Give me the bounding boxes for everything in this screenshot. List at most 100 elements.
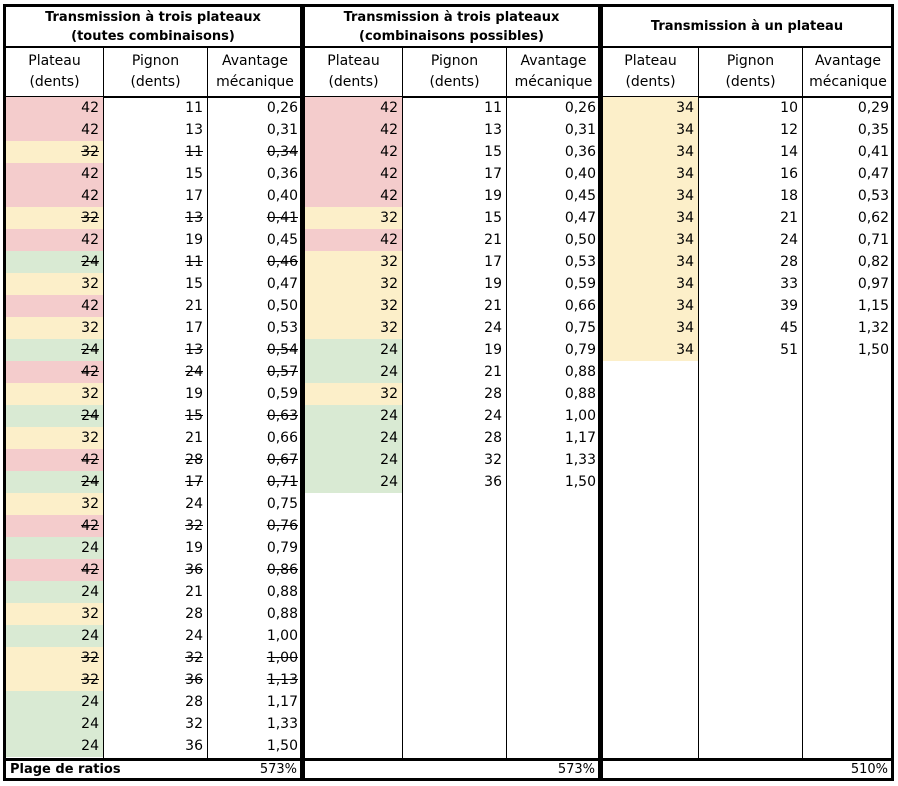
cell-avantage: 0,88 bbox=[266, 584, 298, 600]
cell-plateau: 24 bbox=[6, 625, 103, 647]
cell-plateau: 42 bbox=[6, 449, 103, 471]
cell-pignon: 15 bbox=[484, 144, 502, 160]
cell-avantage: 0,62 bbox=[857, 210, 889, 226]
cell-avantage: 0,66 bbox=[266, 430, 298, 446]
cell-avantage: 0,88 bbox=[564, 386, 596, 402]
cell-plateau: 34 bbox=[603, 207, 698, 229]
cell-pignon: 19 bbox=[484, 342, 502, 358]
cell-plateau: 42 bbox=[305, 97, 402, 119]
cell-plateau: 32 bbox=[305, 207, 402, 229]
cell-pignon: 24 bbox=[185, 628, 203, 644]
cell-avantage: 1,00 bbox=[266, 628, 298, 644]
section-title: Transmission à trois plateaux (toutes com… bbox=[6, 7, 300, 48]
header-plateau: Plateau (dents) bbox=[305, 48, 402, 98]
cell-plateau: 42 bbox=[6, 185, 103, 207]
cell-pignon: 36 bbox=[185, 672, 203, 688]
cell-pignon: 15 bbox=[185, 166, 203, 182]
ratio-range-value: 510% bbox=[850, 762, 888, 777]
header-line1: Avantage bbox=[221, 53, 289, 69]
cell-pignon: 28 bbox=[185, 606, 203, 622]
ratio-range-value: 573% bbox=[259, 762, 297, 777]
cell-pignon: 15 bbox=[484, 210, 502, 226]
section-title-line2: (toutes combinaisons) bbox=[71, 28, 235, 44]
header-line2: (dents) bbox=[625, 74, 676, 90]
header-line2: (dents) bbox=[725, 74, 776, 90]
cell-avantage: 0,59 bbox=[564, 276, 596, 292]
cell-pignon: 24 bbox=[780, 232, 798, 248]
cell-pignon: 21 bbox=[185, 584, 203, 600]
cell-avantage: 0,50 bbox=[266, 298, 298, 314]
cell-avantage: 0,26 bbox=[266, 100, 298, 116]
cell-pignon: 33 bbox=[780, 276, 798, 292]
header-line1: Avantage bbox=[814, 53, 882, 69]
cell-pignon: 32 bbox=[185, 650, 203, 666]
cell-avantage: 0,26 bbox=[564, 100, 596, 116]
cell-plateau: 24 bbox=[6, 713, 103, 735]
section-title-line2: (combinaisons possibles) bbox=[359, 28, 544, 44]
cell-pignon: 11 bbox=[185, 254, 203, 270]
cell-avantage: 1,13 bbox=[266, 672, 298, 688]
cell-plateau: 34 bbox=[603, 251, 698, 273]
cell-plateau: 32 bbox=[6, 141, 103, 163]
cell-pignon: 19 bbox=[484, 276, 502, 292]
cell-avantage: 0,41 bbox=[266, 210, 298, 226]
cell-pignon: 17 bbox=[484, 254, 502, 270]
cell-avantage: 0,40 bbox=[564, 166, 596, 182]
cell-pignon: 36 bbox=[484, 474, 502, 490]
cell-avantage: 0,45 bbox=[266, 232, 298, 248]
cell-avantage: 1,33 bbox=[266, 716, 298, 732]
cell-pignon: 19 bbox=[185, 540, 203, 556]
cell-avantage: 0,75 bbox=[564, 320, 596, 336]
cell-avantage: 0,47 bbox=[857, 166, 889, 182]
header-line2: (dents) bbox=[429, 74, 480, 90]
cell-pignon: 28 bbox=[780, 254, 798, 270]
cell-plateau: 34 bbox=[603, 339, 698, 361]
cell-plateau: 32 bbox=[6, 669, 103, 691]
cell-plateau: 34 bbox=[603, 97, 698, 119]
header-line1: Avantage bbox=[520, 53, 587, 69]
cell-pignon: 21 bbox=[484, 232, 502, 248]
cell-avantage: 0,46 bbox=[266, 254, 298, 270]
cell-avantage: 0,57 bbox=[266, 364, 298, 380]
column-divider bbox=[207, 48, 208, 758]
ratio-range-value: 573% bbox=[557, 762, 595, 777]
cell-avantage: 0,79 bbox=[564, 342, 596, 358]
cell-pignon: 17 bbox=[484, 166, 502, 182]
cell-plateau: 24 bbox=[305, 427, 402, 449]
cell-avantage: 0,79 bbox=[266, 540, 298, 556]
header-pignon: Pignon (dents) bbox=[403, 48, 506, 98]
cell-pignon: 39 bbox=[780, 298, 798, 314]
cell-avantage: 0,47 bbox=[564, 210, 596, 226]
cell-pignon: 13 bbox=[185, 122, 203, 138]
cell-pignon: 51 bbox=[780, 342, 798, 358]
cell-plateau: 24 bbox=[305, 405, 402, 427]
cell-plateau: 32 bbox=[6, 427, 103, 449]
cell-avantage: 1,32 bbox=[857, 320, 889, 336]
cell-plateau: 34 bbox=[603, 119, 698, 141]
cell-plateau: 32 bbox=[6, 603, 103, 625]
cell-pignon: 17 bbox=[185, 188, 203, 204]
cell-pignon: 13 bbox=[185, 210, 203, 226]
header-line2: (dents) bbox=[29, 74, 80, 90]
cell-avantage: 0,88 bbox=[564, 364, 596, 380]
cell-plateau: 42 bbox=[6, 295, 103, 317]
cell-pignon: 12 bbox=[780, 122, 798, 138]
cell-avantage: 0,35 bbox=[857, 122, 889, 138]
cell-pignon: 32 bbox=[185, 518, 203, 534]
cell-avantage: 0,40 bbox=[266, 188, 298, 204]
cell-plateau: 42 bbox=[6, 361, 103, 383]
cell-plateau: 34 bbox=[603, 295, 698, 317]
cell-plateau: 24 bbox=[6, 735, 103, 757]
cell-plateau: 42 bbox=[6, 119, 103, 141]
table-section: Transmission à trois plateaux (combinaiso… bbox=[302, 4, 601, 781]
header-line1: Pignon bbox=[726, 53, 775, 69]
section-title-line1: Transmission à un plateau bbox=[650, 19, 844, 34]
cell-plateau: 34 bbox=[603, 185, 698, 207]
cell-avantage: 1,50 bbox=[857, 342, 889, 358]
cell-avantage: 0,31 bbox=[266, 122, 298, 138]
cell-avantage: 0,36 bbox=[266, 166, 298, 182]
cell-avantage: 1,50 bbox=[266, 738, 298, 754]
table-section: Transmission à trois plateaux (toutes com… bbox=[3, 4, 303, 781]
cell-avantage: 1,00 bbox=[266, 650, 298, 666]
cell-pignon: 21 bbox=[484, 298, 502, 314]
